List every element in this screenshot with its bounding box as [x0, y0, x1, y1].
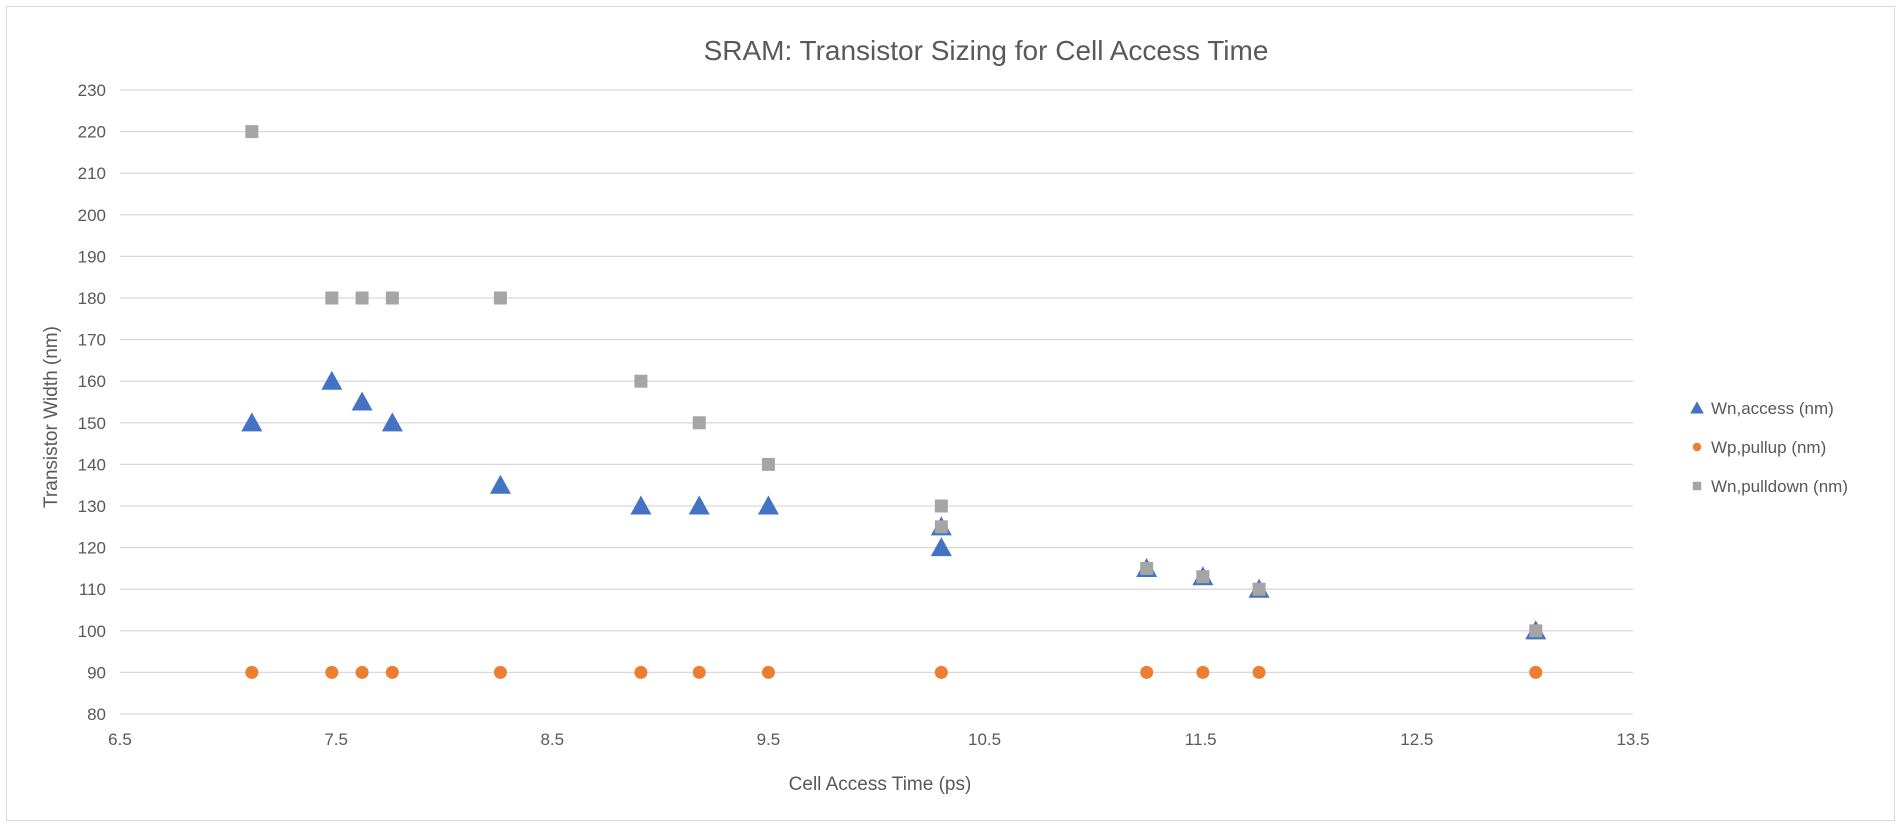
y-tick-label: 160	[78, 372, 106, 391]
triangle-point	[757, 495, 779, 515]
circle-point	[1196, 665, 1210, 679]
circle-point	[355, 665, 369, 679]
y-tick-label: 210	[78, 164, 106, 183]
triangle-point	[351, 391, 373, 411]
y-tick-label: 90	[87, 663, 106, 682]
circle-point	[385, 665, 399, 679]
square-point	[634, 374, 648, 388]
y-tick-label: 200	[78, 206, 106, 225]
square-point	[245, 125, 259, 139]
square-point	[493, 291, 507, 305]
circle-point	[692, 665, 706, 679]
legend-circle-marker	[1692, 442, 1702, 452]
y-tick-label: 170	[78, 331, 106, 350]
circle-point	[325, 665, 339, 679]
triangle-point	[630, 495, 652, 515]
circle-point	[1252, 665, 1266, 679]
x-tick-label: 8.5	[540, 730, 564, 749]
circle-point	[761, 665, 775, 679]
y-tick-label: 150	[78, 414, 106, 433]
x-tick-label: 13.5	[1616, 730, 1649, 749]
square-point	[934, 520, 948, 534]
square-point	[692, 416, 706, 430]
circle-point	[634, 665, 648, 679]
chart-frame: SRAM: Transistor Sizing for Cell Access …	[6, 6, 1895, 821]
y-tick-labels: 80 90 100 110 120 130 140 150 160 170 180 190 200 210…	[78, 81, 106, 724]
circle-point	[934, 665, 948, 679]
square-point	[761, 457, 775, 471]
y-tick-label: 190	[78, 247, 106, 266]
square-point	[934, 499, 948, 513]
legend-label: Wn,access (nm)	[1711, 399, 1834, 418]
circle-point	[493, 665, 507, 679]
chart-title: SRAM: Transistor Sizing for Cell Access …	[704, 35, 1269, 66]
square-point	[325, 291, 339, 305]
legend-triangle-marker	[1690, 401, 1704, 414]
triangle-point	[489, 474, 511, 494]
x-axis-label: Cell Access Time (ps)	[789, 774, 972, 795]
gridlines	[120, 89, 1633, 715]
y-tick-label: 100	[78, 622, 106, 641]
circle-point	[1529, 665, 1543, 679]
y-tick-label: 140	[78, 455, 106, 474]
legend-label: Wn,pulldown (nm)	[1711, 477, 1848, 496]
y-tick-label: 120	[78, 539, 106, 558]
circle-point	[245, 665, 259, 679]
triangle-point	[321, 370, 343, 390]
triangle-point	[241, 412, 263, 432]
triangle-point	[930, 537, 952, 557]
square-point	[355, 291, 369, 305]
square-point	[1196, 570, 1210, 584]
y-axis-label: Transistor Width (nm)	[41, 326, 62, 508]
triangle-point	[688, 495, 710, 515]
x-tick-label: 11.5	[1185, 730, 1217, 749]
data-points	[241, 125, 1547, 679]
x-tick-label: 6.5	[108, 730, 132, 749]
y-tick-label: 110	[79, 580, 106, 599]
triangle-point	[381, 412, 403, 432]
x-tick-label: 12.5	[1400, 730, 1433, 749]
x-tick-label: 9.5	[757, 730, 781, 749]
legend-square-marker	[1692, 481, 1702, 491]
legend: Wn,access (nm) Wp,pullup (nm) Wn,pulldown …	[1690, 399, 1848, 496]
circle-point	[1140, 665, 1154, 679]
y-tick-label: 180	[78, 289, 106, 308]
y-tick-label: 80	[87, 705, 106, 724]
square-point	[1252, 582, 1266, 596]
y-tick-label: 220	[78, 123, 106, 142]
square-point	[385, 291, 399, 305]
y-tick-label: 130	[78, 497, 106, 516]
square-point	[1140, 561, 1154, 575]
x-tick-labels: 6.5 7.5 8.5 9.5 10.5 11.5 12.5 13.5	[108, 730, 1649, 749]
x-tick-label: 10.5	[968, 730, 1001, 749]
y-tick-label: 230	[78, 81, 106, 100]
legend-label: Wp,pullup (nm)	[1711, 438, 1826, 457]
square-point	[1529, 624, 1543, 638]
scatter-chart: SRAM: Transistor Sizing for Cell Access …	[41, 35, 1848, 795]
x-tick-label: 7.5	[324, 730, 348, 749]
